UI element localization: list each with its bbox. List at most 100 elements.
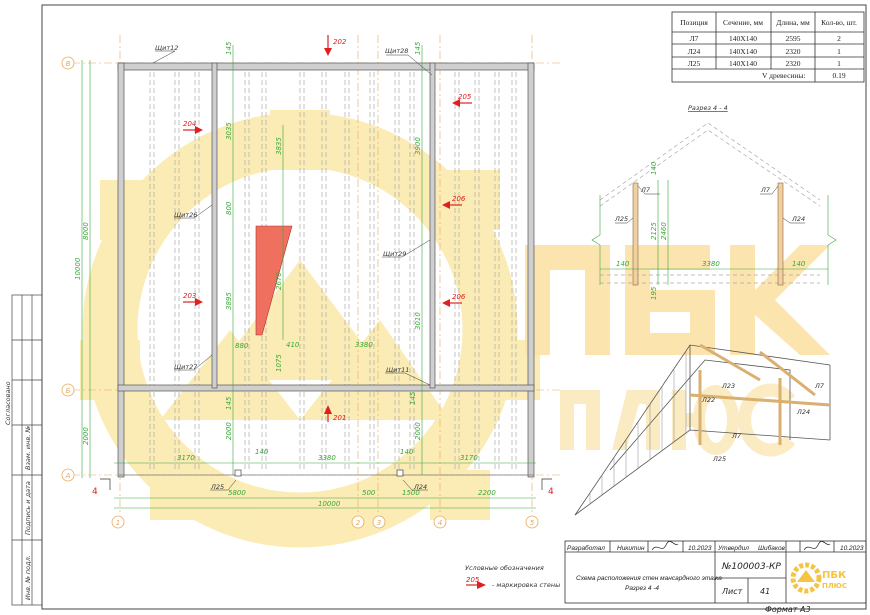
dim-3035: 3035 [225,122,233,140]
stamp-agreed: Согласовано [4,381,12,425]
table-cell: 1 [837,47,841,56]
tb-approved-date: 10.2023 [840,545,864,552]
stamp-replace-inv: Взам. инв. № [24,426,32,470]
dim-left-bottom: 2000 [82,427,90,445]
dim-3380: 3380 [318,454,336,462]
section-dim: 2460 [660,222,668,240]
legend-marker-number: 205 [466,576,480,584]
section-label: Л24 [791,215,805,223]
panel-label: Щит29 [383,250,406,258]
iso-label: Л23 [721,382,735,390]
isometric-frame-view: Л7 Л23 Л22 Л24 Л7 Л25 [574,343,831,516]
panel-label: Щит12 [155,44,178,52]
panel-label: Щит26 [174,211,197,219]
tb-sheet-label: Лист [721,587,743,596]
section-label: Л25 [614,215,628,223]
table-cell: 140Х140 [729,47,757,56]
panel-label: Щит28 [385,47,408,55]
table-header: Длина, мм [776,18,810,27]
legend-title: Условные обозначения [465,564,544,572]
tb-description-2: Разрез 4 -4 [625,585,659,592]
spec-table: Позиция Сечение, мм Длина, мм Кол-во, шт… [671,11,865,83]
section-dim: 140 [792,260,806,268]
dim-1500: 1500 [402,489,420,497]
axis-label-v: В [66,60,71,68]
iso-label: Л24 [796,408,810,416]
dim-2200: 2200 [478,489,496,497]
table-header: Сечение, мм [723,18,763,27]
signature-approver [803,541,831,551]
panel-label: Щит27 [174,363,198,371]
dim-145: 145 [225,396,233,410]
dim-2000: 2000 [225,422,233,440]
table-cell: 140Х140 [729,59,757,68]
wall-marker: 201 [333,414,346,422]
axis-label-1: 1 [116,519,120,527]
axis-label-4: 4 [438,519,442,527]
iso-label: Л7 [731,432,742,440]
dim-500: 500 [362,489,376,497]
joists [149,72,517,470]
dim-880: 880 [235,342,249,350]
legend: Условные обозначения 205 - маркировка ст… [465,564,560,589]
wall-marker: 206 [452,293,466,301]
company-logo: ПБК ПЛЮС [790,562,847,594]
table-cell: 2320 [786,47,801,56]
post-label: Л24 [413,483,427,491]
table-volume-label: V древесины: [762,71,806,80]
post-label: Л25 [210,483,224,491]
section-4-4: Разрез 4 - 4 140 3380 140 2125 2460 140 … [591,104,837,300]
dim-140-right: 140 [400,448,414,456]
dim-3170-right: 3170 [460,454,478,462]
tb-description-1: Схема расположения стен мансардного этаж… [576,574,722,582]
section-dim: 140 [616,260,630,268]
tb-developed-date: 10.2023 [688,545,712,552]
post-l24-section [777,182,784,286]
wall-marker: 205 [458,93,472,101]
tb-sheet-number: 41 [760,587,770,596]
dim-145: 145 [409,391,417,405]
wall-marker: 204 [183,120,196,128]
dim-10000: 10000 [318,500,341,508]
section-dim: 140 [650,161,658,175]
dim-3380-h: 3380 [355,341,373,349]
dim-3010: 3010 [414,312,422,330]
side-stamp [11,294,43,606]
dim-left-total: 10000 [74,257,82,280]
table-cell: 2 [837,34,841,43]
wall-marker: 202 [333,38,347,46]
logo-text-2: ПЛЮС [822,582,847,590]
axis-label-2: 2 [356,519,361,527]
dim-3170-left: 3170 [177,454,195,462]
section-dim: 195 [650,286,658,300]
section-label: Л7 [760,186,771,194]
table-cell: Л7 [690,34,699,43]
dim-3895: 3895 [225,292,233,310]
table-cell: 140Х140 [729,34,757,43]
post-l24 [396,469,404,477]
stamp-inv-orig: Инв. № подл. [24,555,32,600]
dim-145: 145 [414,41,422,55]
section-title: Разрез 4 - 4 [688,104,728,112]
axis-label-3: 3 [377,519,381,527]
dim-2670: 2670 [275,272,283,290]
wall-marker: 206 [452,195,466,203]
logo-text-1: ПБК [822,570,847,581]
dim-3835: 3835 [275,137,283,155]
signature-developer [651,541,679,551]
section-dim: 2125 [650,222,658,240]
dim-800: 800 [225,201,233,215]
tb-developed-label: Разработал [567,544,605,552]
tb-approved-name: Шибаков [758,544,786,552]
iso-label: Л25 [712,455,726,463]
dim-left-top: 8000 [82,222,90,240]
iso-label: Л22 [701,396,715,404]
post-l25-section [632,182,639,286]
table-cell: 1 [837,59,841,68]
tb-developed-name: Никитин [617,545,645,552]
tb-approved-label: Утвердил [717,544,749,552]
iso-label: Л7 [814,382,825,390]
axis-label-5: 5 [530,519,535,527]
dim-410: 410 [286,341,300,349]
